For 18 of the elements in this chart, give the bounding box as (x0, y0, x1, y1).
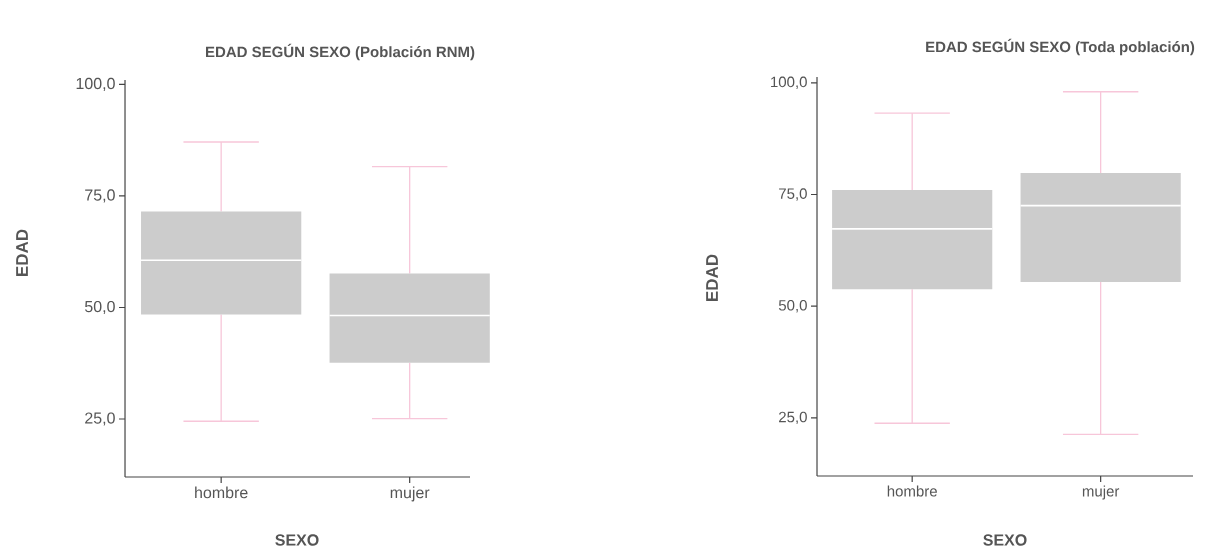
y-tick-label: 75,0 (85, 189, 115, 203)
y-tick-label: 50,0 (778, 300, 807, 313)
x-tick-label: hombre (195, 486, 248, 499)
chart-title: EDAD SEGÚN SEXO (Toda población) (926, 38, 1195, 56)
x-axis-title: SEXO (275, 534, 319, 546)
y-tick-label: 25,0 (779, 411, 807, 425)
y-tick-label: 25,0 (85, 412, 115, 426)
y-axis-title: EDAD (706, 254, 718, 301)
y-tick-label: 100,0 (771, 76, 807, 89)
x-tick-label: mujer (1082, 485, 1120, 500)
y-tick-label: 50,0 (84, 300, 115, 315)
x-axis-title: SEXO (983, 534, 1027, 546)
y-tick-label: 75,0 (779, 188, 807, 201)
y-tick-label: 100,0 (76, 77, 115, 92)
y-axis-title: EDAD (16, 229, 28, 276)
chart-title: EDAD SEGÚN SEXO (Población RNM) (206, 43, 475, 61)
x-tick-label: hombre (887, 485, 937, 497)
x-tick-label: mujer (390, 486, 430, 502)
